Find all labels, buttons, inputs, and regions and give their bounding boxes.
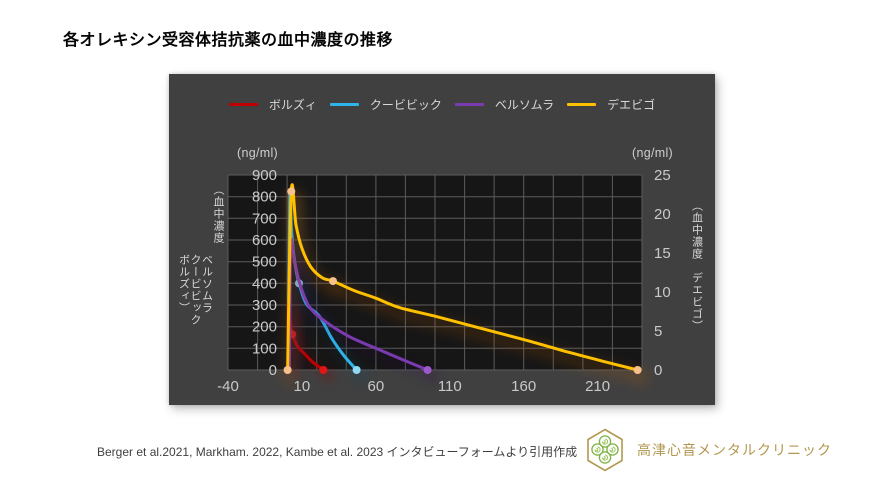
y-left-tick-label: 700 [252,210,277,227]
y-right-tick-label: 25 [654,167,671,184]
legend-swatch-3 [567,103,597,106]
legend-label-2: ベルソムラ [494,98,555,112]
series-marker-3 [283,366,292,374]
y-left-unit-label: (ng/ml) [237,146,278,160]
series-marker-2 [423,366,432,374]
x-axis-tick-label: 60 [368,378,385,395]
legend-item-1: クービビック [329,96,442,113]
y-right-axis-title: （血中濃度 デエビゴ） [690,200,703,332]
y-left-tick-label: 0 [269,362,277,379]
x-axis-tick-label: 210 [585,378,610,395]
y-left-tick-label: 100 [252,340,277,357]
y-left-tick-label: 400 [252,275,277,292]
legend-item-2: ベルソムラ [454,96,555,113]
clinic-name: 高津心音メンタルクリニック [637,442,832,458]
legend-swatch-2 [454,103,484,106]
legend-swatch-1 [329,103,359,106]
series-marker-0 [319,366,328,374]
chart-svg: 0 100 200 300 400 500 600 700 800 900 0 5 10 15 20 25 -4… [217,167,671,395]
y-left-tick-label: 200 [252,319,277,336]
chart-panel: 0 100 200 300 400 500 600 700 800 900 0 5 10 15 20 25 -4… [169,74,715,405]
y-right-tick-label: 20 [654,206,671,223]
y-left-axis-title: （血中濃度 ベルソムラ クービビック ボルズィ） [177,184,225,399]
y-left-tick-label: 500 [252,254,277,271]
legend-label-1: クービビック [369,98,442,112]
y-left-tick-label: 600 [252,232,277,249]
x-axis-tick-label: 110 [438,378,462,395]
x-axis-tick-label: -40 [217,378,239,395]
y-left-axis-title-line: クービビック [189,254,201,326]
series-line-3 [286,183,640,372]
y-left-axis-title-line: （血中濃度 [212,184,224,244]
x-axis-tick-label: 160 [511,378,536,395]
footer-citation: Berger et al.2021, Markham. 2022, Kambe … [97,445,578,459]
y-left-tick-label: 300 [252,297,277,314]
y-left-tick-label: 900 [252,167,277,184]
clover-hexagon-icon [587,428,623,472]
legend-label-3: デエビゴ [607,98,656,112]
series-marker-3 [287,187,296,196]
y-right-unit-label: (ng/ml) [632,146,673,160]
legend-item-0: ボルズィ [228,96,317,113]
y-right-tick-label: 5 [654,323,662,340]
y-right-tick-label: 0 [654,362,662,379]
series-marker-1 [352,366,361,374]
y-left-tick-label: 800 [252,189,277,206]
y-left-axis-title-line: ボルズィ） [177,254,190,314]
chart-legend: ボルズィ クービビック ベルソムラ デエビゴ [169,96,715,113]
legend-swatch-0 [228,103,258,106]
series-group-3 [283,183,642,374]
y-right-tick-label: 10 [654,284,671,301]
y-left-axis-title-line: ベルソムラ [200,254,213,314]
series-marker-3 [329,277,337,286]
page-title: 各オレキシン受容体拮抗薬の血中濃度の推移 [63,32,394,49]
legend-item-3: デエビゴ [567,96,655,113]
series-marker-3 [633,366,642,374]
legend-label-0: ボルズィ [268,98,317,112]
x-axis-tick-label: 10 [294,378,311,395]
y-right-tick-label: 15 [654,245,671,262]
